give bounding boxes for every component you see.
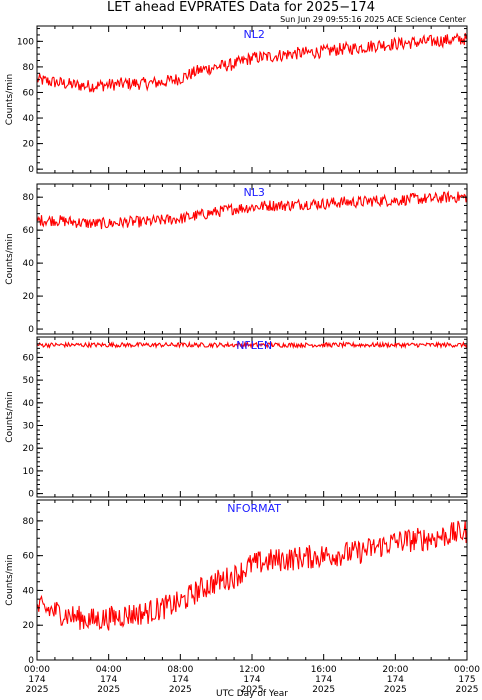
y-tick-label: 20 [23,621,35,631]
y-tick-label: 80 [23,517,35,527]
x-tick-label-doy: 175 [458,675,475,685]
y-tick-label: 40 [23,586,35,596]
chart-title: LET ahead EVPRATES Data for 2025−174 [107,0,375,15]
generated-timestamp: Sun Jun 29 09:55:16 2025 ACE Science Cen… [280,15,467,24]
y-tick-label: 20 [23,140,35,150]
x-tick-label-time: 16:00 [311,665,337,675]
x-tick-label-time: 08:00 [167,665,193,675]
y-tick-label: 60 [23,88,35,98]
panel-nl2: 0 20 40 60 80 100 Counts/min NL2 [5,25,468,175]
x-tick-label-year: 2025 [97,685,120,695]
panel-nflen: 0 10 20 30 40 50 60 Counts/min NFLEN [5,336,468,500]
series-line-nl2 [36,32,468,93]
panel-label: NL2 [243,28,264,41]
x-tick-label-doy: 174 [315,675,332,685]
y-tick-label: 0 [28,656,34,666]
x-tick-label-doy: 174 [387,675,404,685]
panels: 020406080100Counts/minNL2020406080Counts… [5,25,480,699]
x-axis-label: UTC Day of Year [216,689,288,699]
y-tick-label: 100 [17,37,34,47]
y-tick-label: 40 [23,259,35,269]
x-tick-label-doy: 174 [28,675,45,685]
x-tick-label-year: 2025 [26,685,49,695]
y-tick-label: 20 [23,292,35,302]
y-tick-label: 50 [23,376,35,386]
x-tick-label-year: 2025 [169,685,192,695]
panel-label: NFORMAT [227,502,281,515]
x-tick-label-time: 12:00 [239,665,265,675]
x-tick-label-doy: 174 [172,675,189,685]
panel-label: NFLEN [236,339,272,352]
y-tick-label: 10 [23,467,35,477]
x-tick-label-time: 04:00 [96,665,122,675]
y-tick-label: 0 [28,325,34,335]
x-tick-label-year: 2025 [241,685,264,695]
x-tick-label-year: 2025 [312,685,335,695]
series-line-nformat [36,520,468,631]
y-axis-label: Counts/min [5,233,15,284]
y-tick-label: 60 [23,226,35,236]
x-tick-label-doy: 174 [243,675,260,685]
y-tick-label: 60 [23,552,35,562]
y-tick-label: 40 [23,399,35,409]
y-axis-label: Counts/min [5,74,15,125]
y-tick-label: 0 [28,490,34,500]
x-tick-label-time: 00:00 [454,665,480,675]
y-tick-label: 60 [23,353,35,363]
panel-nl3: 0 20 40 60 80 Counts/min NL3 [5,183,468,335]
x-tick-label-time: 20:00 [382,665,408,675]
y-tick-label: 0 [28,165,34,175]
x-tick-label-doy: 174 [100,675,117,685]
y-tick-label: 20 [23,444,35,454]
y-axis-label: Counts/min [5,554,15,605]
x-tick-label-year: 2025 [384,685,407,695]
panel-label: NL3 [243,186,264,199]
x-tick-label-year: 2025 [456,685,479,695]
y-axis-label: Counts/min [5,391,15,442]
x-tick-label-time: 00:00 [24,665,50,675]
y-tick-label: 80 [23,193,35,203]
y-tick-label: 80 [23,63,35,73]
y-tick-label: 40 [23,114,35,124]
y-tick-label: 30 [23,422,35,432]
series-line-nl3 [36,190,468,230]
panel-nformat: 020406080Counts/minNFORMAT00:00174202504… [5,499,480,699]
